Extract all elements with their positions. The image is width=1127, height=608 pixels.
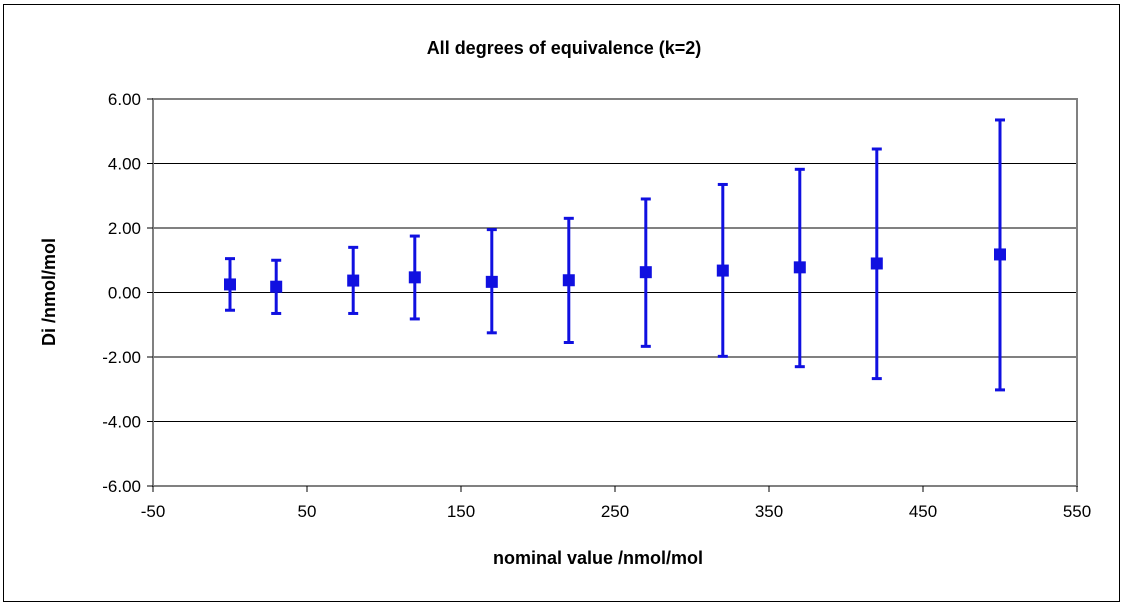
data-point-group: [347, 245, 360, 315]
data-point-marker: [270, 280, 283, 293]
x-tick-label: 350: [755, 502, 783, 521]
data-point-group: [485, 228, 498, 335]
data-point-marker: [562, 274, 575, 287]
data-point-marker: [870, 257, 883, 270]
data-point-marker: [408, 271, 421, 284]
x-axis-label: nominal value /nmol/mol: [493, 548, 703, 568]
data-point-marker: [639, 266, 652, 279]
data-point-marker: [716, 264, 729, 277]
gridlines: [153, 163, 1077, 422]
x-axis: -50 50 150 250 350 450 550: [141, 486, 1091, 521]
data-point-group: [994, 118, 1006, 392]
data-point-marker: [793, 261, 806, 274]
data-series: [224, 118, 1006, 392]
x-tick-label: 550: [1063, 502, 1091, 521]
y-tick-label: 0.00: [108, 284, 141, 303]
data-point-group: [408, 234, 421, 321]
chart-title: All degrees of equivalence (k=2): [427, 38, 702, 58]
data-point-group: [639, 197, 652, 348]
y-tick-label: 6.00: [108, 90, 141, 109]
y-tick-label: -4.00: [102, 413, 141, 432]
x-tick-label: 250: [601, 502, 629, 521]
data-point-marker: [224, 278, 236, 291]
y-tick-label: -6.00: [102, 477, 141, 496]
data-point-group: [224, 257, 236, 312]
data-point-group: [562, 216, 575, 344]
x-tick-label: 450: [909, 502, 937, 521]
data-point-marker: [994, 248, 1006, 261]
data-point-group: [870, 147, 883, 381]
data-point-group: [716, 182, 729, 358]
x-tick-label: 150: [447, 502, 475, 521]
data-point-marker: [347, 274, 360, 287]
y-axis-label: Di /nmol/mol: [39, 238, 59, 346]
data-point-marker: [485, 275, 498, 288]
y-tick-label: -2.00: [102, 348, 141, 367]
data-point-group: [793, 167, 806, 369]
y-axis: 6.00 4.00 2.00 0.00 -2.00 -4.00 -6.00: [102, 90, 153, 496]
y-tick-label: 2.00: [108, 219, 141, 238]
y-tick-label: 4.00: [108, 155, 141, 174]
data-point-group: [270, 258, 283, 315]
x-tick-label: 50: [298, 502, 317, 521]
chart-frame: [3, 4, 1120, 602]
x-tick-label: -50: [141, 502, 166, 521]
